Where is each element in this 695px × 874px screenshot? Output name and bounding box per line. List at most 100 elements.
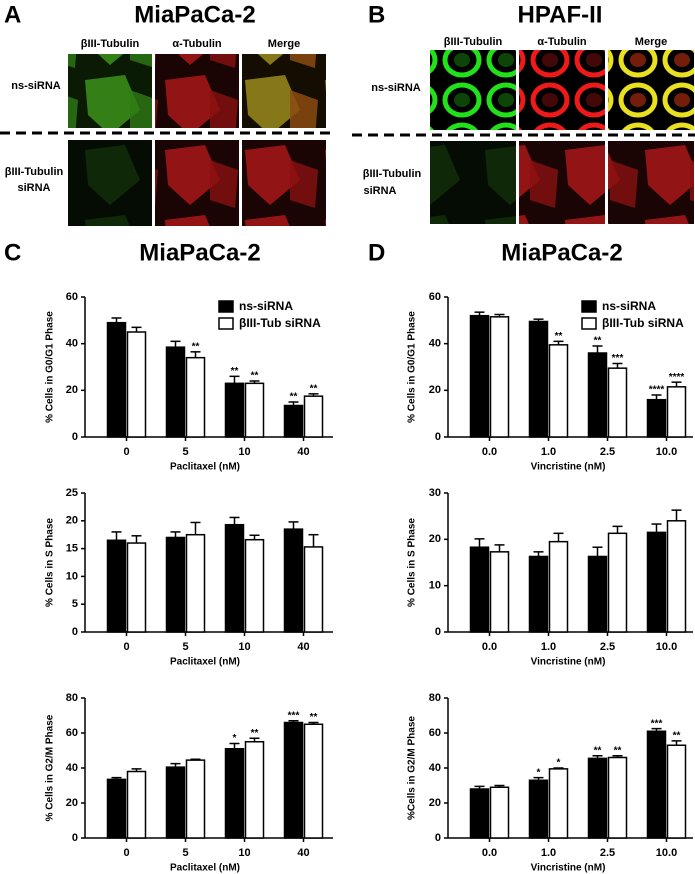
y-tick-label: 10	[429, 580, 441, 592]
bar	[666, 520, 687, 633]
y-tick-label: 25	[66, 487, 78, 499]
bar	[528, 779, 549, 839]
image	[68, 54, 152, 128]
significance: *	[537, 767, 541, 778]
x-tick-label: 0	[123, 847, 129, 859]
y-tick-label: 0	[435, 626, 441, 638]
bar	[469, 314, 490, 438]
y-axis-label: % Cells in S Phase	[407, 518, 418, 607]
column-header: Merge	[268, 38, 300, 50]
y-tick-label: 80	[66, 692, 78, 704]
y-tick-label: 40	[66, 762, 78, 774]
bar	[165, 346, 186, 438]
y-tick-label: 20	[66, 515, 78, 527]
x-axis-label: Paclitaxel (nM)	[170, 462, 240, 473]
panel-title: MiaPaCa-2	[139, 239, 260, 266]
x-tick-label: 10.0	[656, 847, 677, 859]
column-header: βIII-Tubulin	[444, 36, 503, 48]
y-tick-label: 80	[429, 692, 441, 704]
significance: ****	[649, 385, 665, 396]
y-axis-label: % Cells in G2/M Phase	[45, 714, 56, 821]
bar	[489, 786, 510, 839]
y-tick-label: 15	[66, 543, 78, 555]
x-tick-label: 10.0	[656, 446, 677, 458]
chart: 0 20 40 60 80 %Cells in G2/M Phase Vincristine…	[407, 692, 693, 874]
bar	[244, 382, 265, 438]
y-tick-label: 60	[66, 291, 78, 303]
image	[155, 54, 239, 128]
bar	[224, 382, 245, 438]
y-tick-label: 0	[72, 832, 78, 844]
y-tick-label: 0	[435, 832, 441, 844]
significance: **	[594, 336, 602, 347]
significance: ***	[651, 718, 663, 729]
x-tick-label: 5	[182, 446, 188, 458]
bar	[303, 395, 324, 438]
row-label: siRNA	[363, 185, 396, 197]
x-axis-label: Paclitaxel (nM)	[170, 863, 240, 874]
bar	[587, 352, 608, 438]
y-tick-label: 20	[429, 533, 441, 545]
bar	[528, 320, 549, 438]
bar	[165, 766, 186, 839]
significance: **	[673, 731, 681, 742]
y-tick-label: 5	[72, 598, 78, 610]
bar	[548, 540, 569, 633]
bar	[106, 778, 127, 839]
panel-title: MiaPaCa-2	[134, 1, 255, 28]
bar	[224, 523, 245, 633]
bar	[283, 528, 304, 633]
image	[155, 140, 239, 226]
bar	[587, 757, 608, 839]
chart: 0 20 40 60 80 % Cells in G2/M Phase Paclitaxel…	[45, 692, 333, 874]
y-tick-label: 60	[429, 291, 441, 303]
bar	[165, 536, 186, 633]
bar	[489, 316, 510, 438]
x-tick-label: 0	[123, 641, 129, 653]
panel-letter: C	[4, 239, 21, 266]
row-label: siRNA	[17, 182, 50, 194]
y-axis-label: % Cells in G0/G1 Phase	[45, 311, 56, 423]
micrographs-b	[352, 50, 695, 224]
bar	[607, 756, 628, 839]
bar	[283, 404, 304, 438]
y-tick-label: 0	[72, 431, 78, 443]
image	[608, 141, 694, 224]
chart: 0 5 10 15 20 25 % Cells in S Phase Paclitaxel (…	[45, 487, 333, 668]
x-tick-label: 40	[297, 641, 309, 653]
y-tick-label: 60	[66, 727, 78, 739]
significance: **	[614, 745, 622, 756]
x-tick-label: 1.0	[541, 641, 556, 653]
significance: *	[233, 733, 237, 744]
column-header: Merge	[635, 36, 667, 48]
legend-label: βIII-Tub siRNA	[602, 316, 684, 330]
micrographs-a	[0, 54, 332, 226]
legend-label: βIII-Tub siRNA	[239, 316, 321, 330]
y-axis-label: % Cells in G0/G1 Phase	[407, 311, 418, 423]
bar	[607, 532, 628, 633]
bar	[469, 788, 490, 839]
y-tick-label: 40	[429, 338, 441, 350]
significance: **	[594, 745, 602, 756]
image	[519, 50, 605, 130]
x-tick-label: 1.0	[541, 847, 556, 859]
bar	[666, 386, 687, 438]
panel-title: HPAF-II	[518, 1, 603, 28]
bar	[185, 533, 206, 633]
bar	[303, 546, 324, 633]
x-tick-label: 0.0	[482, 641, 497, 653]
bar	[528, 555, 549, 633]
bar	[607, 367, 628, 438]
significance: ***	[612, 353, 624, 364]
legend-swatch	[218, 317, 234, 330]
y-tick-label: 60	[429, 727, 441, 739]
bar	[646, 398, 667, 438]
legend-swatch	[218, 300, 234, 313]
panel-letter: B	[368, 1, 385, 28]
bar	[666, 744, 687, 839]
x-tick-label: 40	[297, 847, 309, 859]
legend-swatch	[581, 317, 597, 330]
x-tick-label: 0.0	[482, 446, 497, 458]
column-header: α-Tubulin	[172, 38, 222, 50]
x-tick-label: 0.0	[482, 847, 497, 859]
